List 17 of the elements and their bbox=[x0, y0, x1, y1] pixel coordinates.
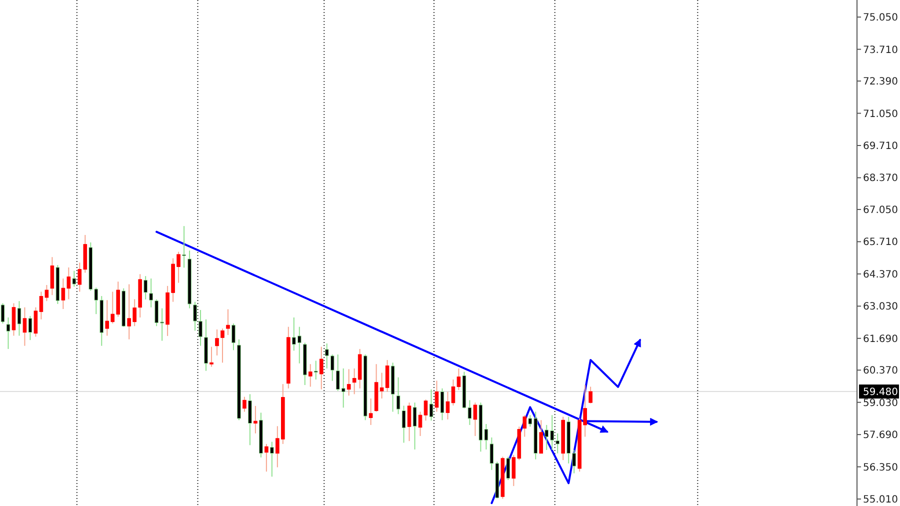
y-tick-label: 75.050 bbox=[863, 12, 898, 24]
y-tick-label: 65.710 bbox=[863, 237, 898, 248]
y-tick-label: 73.710 bbox=[863, 44, 898, 56]
y-tick-label: 69.710 bbox=[863, 141, 898, 152]
y-tick-label: 71.050 bbox=[863, 108, 898, 120]
y-tick-label: 57.690 bbox=[863, 430, 898, 442]
y-tick-label: 67.050 bbox=[863, 204, 898, 216]
y-tick-label: 55.010 bbox=[863, 494, 898, 506]
y-tick-label: 63.030 bbox=[863, 302, 898, 313]
ref-line-label: 59.480 bbox=[863, 387, 898, 398]
y-tick-label: 56.350 bbox=[863, 462, 898, 474]
y-tick-label: 64.370 bbox=[863, 269, 898, 280]
y-tick-label: 61.690 bbox=[863, 334, 898, 345]
y-tick-label: 72.390 bbox=[863, 76, 898, 88]
y-tick-label: 60.370 bbox=[863, 366, 898, 377]
y-tick-label: 59.030 bbox=[863, 398, 898, 409]
y-tick-label: 68.370 bbox=[863, 173, 898, 184]
